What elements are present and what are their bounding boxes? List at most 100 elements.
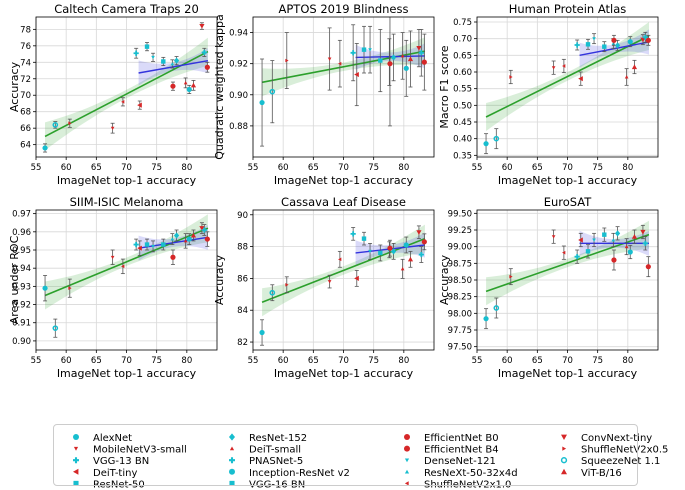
y-tick-label: 98.25 bbox=[448, 293, 472, 303]
data-point-resnet-50 bbox=[602, 44, 607, 49]
data-point-resnet-50 bbox=[378, 250, 383, 256]
x-tick-label: 70 bbox=[338, 163, 349, 173]
chart-title: APTOS 2019 Blindness bbox=[279, 2, 409, 16]
x-axis-label: ImageNet top-1 accuracy bbox=[498, 174, 638, 187]
data-point-deit-small bbox=[400, 267, 405, 271]
data-point-inception-resnet-v2 bbox=[627, 39, 633, 45]
data-point-vgg-13-bn bbox=[350, 50, 356, 56]
y-tick-label: 0.94 bbox=[12, 264, 31, 274]
x-tick-label: 75 bbox=[592, 356, 603, 366]
data-point-resnet-152 bbox=[173, 232, 180, 239]
x-tick-label: 65 bbox=[308, 356, 319, 366]
subplot-3: 55 60 65 70 75 80 0.35 0.40 0.45 0.50 0.55 0.60 0.65… bbox=[438, 2, 659, 187]
x-tick-label: 60 bbox=[502, 356, 513, 366]
data-point-vgg-16-bn bbox=[361, 47, 367, 52]
x-tick-label: 55 bbox=[472, 356, 483, 366]
data-point-convnext-tiny bbox=[416, 230, 422, 235]
y-tick-label: 78 bbox=[20, 25, 31, 35]
data-point-squeezenet-1-1 bbox=[493, 135, 500, 142]
plot-area bbox=[42, 22, 210, 153]
y-tick-label: 86 bbox=[237, 274, 248, 284]
y-tick-label: 0.50 bbox=[453, 101, 472, 111]
data-point-vit-b-16 bbox=[407, 256, 414, 262]
y-tick-label: 0.90 bbox=[229, 91, 248, 101]
data-point-deit-tiny bbox=[578, 76, 583, 82]
y-tick-label: 0.92 bbox=[229, 60, 248, 70]
data-point-shufflenetv2x0-5 bbox=[509, 274, 513, 279]
legend-label: ResNet-50 bbox=[93, 479, 145, 490]
legend-label: ShuffleNetV2x1.0 bbox=[424, 479, 511, 490]
data-point-squeezenet-1-1 bbox=[269, 289, 276, 296]
data-point-deit-small bbox=[183, 239, 188, 243]
legend-marker-shufflenetv2x1-0 bbox=[404, 481, 409, 486]
y-tick-label: 0.94 bbox=[229, 29, 248, 39]
data-point-shufflenetv2x1-0 bbox=[338, 61, 342, 66]
data-point-alexnet bbox=[483, 316, 489, 322]
data-point-vgg-16-bn bbox=[144, 242, 150, 247]
y-axis-label: Area under ROC bbox=[8, 235, 21, 324]
data-point-resnet-152 bbox=[614, 42, 621, 49]
data-point-deit-tiny bbox=[137, 245, 142, 251]
y-tick-label: 0.92 bbox=[12, 301, 31, 311]
data-point-pnasnet-5 bbox=[642, 34, 648, 40]
data-point-mobilenetv3-small bbox=[110, 255, 115, 260]
data-point-shufflenetv2x1-0 bbox=[562, 250, 566, 255]
legend-marker-resnet-152 bbox=[229, 433, 235, 441]
x-tick-label: 80 bbox=[622, 163, 633, 173]
data-point-pnasnet-5 bbox=[642, 240, 648, 246]
legend-marker-deit-tiny bbox=[73, 468, 79, 475]
y-tick-label: 0.90 bbox=[12, 337, 31, 347]
data-point-inception-resnet-v2 bbox=[403, 242, 409, 248]
y-tick-label: 99.00 bbox=[448, 243, 472, 253]
x-tick-label: 60 bbox=[502, 163, 513, 173]
y-tick-label: 68 bbox=[20, 108, 31, 118]
data-point-inception-resnet-v2 bbox=[186, 236, 192, 242]
subplot-6: 55 60 65 70 75 80 97.50 97.75 98.00 98.25 98.50 98.… bbox=[438, 195, 659, 380]
data-point-deit-small bbox=[624, 244, 629, 249]
data-point-resnet-152 bbox=[390, 248, 397, 255]
plot-area bbox=[259, 17, 427, 147]
data-point-resnext-50-32x4d bbox=[611, 238, 616, 242]
y-axis-label: Accuracy bbox=[8, 61, 21, 112]
data-point-deit-small bbox=[400, 54, 405, 58]
data-point-efficientnet-b4 bbox=[421, 59, 427, 65]
x-tick-label: 55 bbox=[248, 163, 259, 173]
legend-label: SqueezeNet 1.1 bbox=[581, 456, 660, 467]
x-tick-label: 55 bbox=[248, 356, 259, 366]
chart-title: EuroSAT bbox=[544, 195, 593, 209]
data-point-vgg-13-bn bbox=[133, 241, 139, 248]
y-axis-label: Accuracy bbox=[213, 254, 226, 305]
legend-marker-efficientnet-b4 bbox=[404, 445, 410, 452]
legend-label: Inception-ResNet v2 bbox=[249, 468, 350, 479]
x-tick-label: 65 bbox=[91, 356, 102, 366]
x-axis-label: ImageNet top-1 accuracy bbox=[57, 367, 197, 380]
legend-label: EfficientNet B4 bbox=[424, 445, 499, 456]
y-tick-label: 72 bbox=[20, 75, 31, 85]
x-tick-label: 55 bbox=[31, 356, 42, 366]
data-point-mobilenetv3-small bbox=[110, 126, 115, 130]
legend-marker-resnet-50 bbox=[73, 480, 79, 486]
data-point-efficientnet-b4 bbox=[645, 264, 651, 270]
data-point-vit-b-16 bbox=[190, 232, 197, 238]
x-tick-label: 60 bbox=[278, 163, 289, 173]
data-point-deit-tiny bbox=[578, 237, 583, 243]
data-point-vit-b-16 bbox=[407, 56, 414, 62]
data-point-mobilenetv3-small bbox=[551, 235, 556, 239]
y-axis-label: Macro F1 score bbox=[438, 45, 451, 128]
y-tick-label: 97.50 bbox=[448, 343, 472, 353]
legend-label: ViT-B/16 bbox=[581, 468, 622, 479]
data-point-efficientnet-b0 bbox=[611, 37, 617, 43]
legend-label: ShuffleNetV2x0.5 bbox=[581, 445, 668, 456]
data-point-shufflenetv2x0-5 bbox=[285, 282, 289, 287]
y-tick-label: 70 bbox=[20, 91, 31, 101]
legend-marker-convnext-tiny bbox=[561, 434, 567, 440]
chart-title: Caltech Camera Traps 20 bbox=[54, 2, 199, 16]
x-tick-label: 80 bbox=[622, 356, 633, 366]
x-axis-label: ImageNet top-1 accuracy bbox=[498, 367, 638, 380]
data-point-efficientnet-b4 bbox=[421, 239, 427, 245]
data-point-shufflenetv2x1-0 bbox=[121, 264, 125, 269]
legend-label: PNASNet-5 bbox=[249, 456, 303, 467]
legend-marker-efficientnet-b0 bbox=[404, 434, 410, 440]
